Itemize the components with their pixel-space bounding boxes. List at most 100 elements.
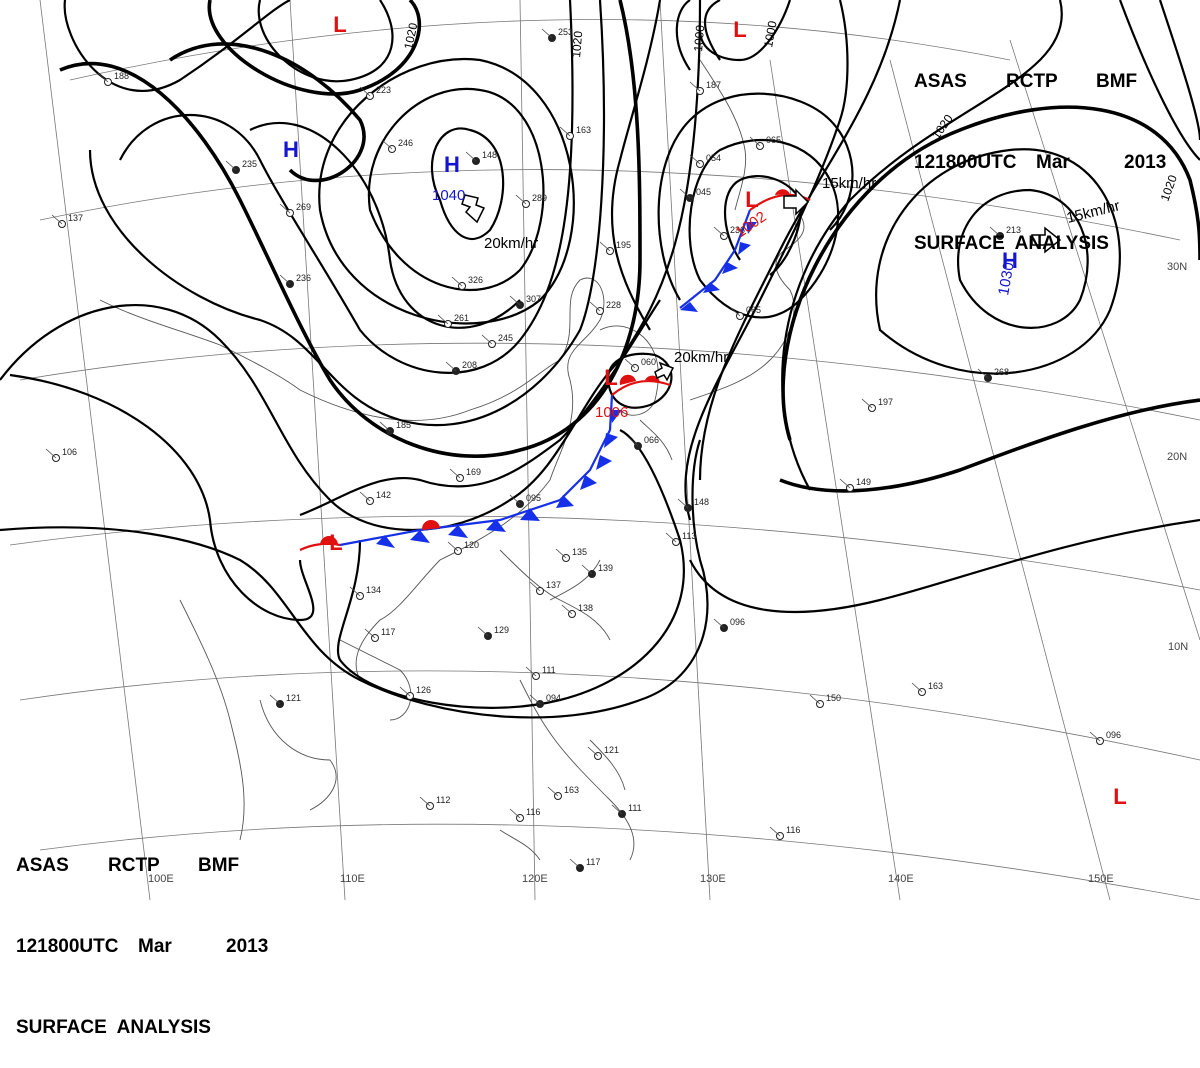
station-plot: 148 bbox=[677, 497, 709, 512]
station-plot: 163 bbox=[911, 681, 943, 696]
station-plot: 228 bbox=[589, 300, 621, 315]
station-plot: 117 bbox=[569, 857, 600, 872]
station-plot: 246 bbox=[381, 138, 413, 153]
station-pressure: 188 bbox=[114, 71, 129, 81]
longitude-label: 110E bbox=[340, 873, 365, 885]
station-plot: 307 bbox=[509, 294, 541, 309]
center-letter: H bbox=[1002, 248, 1018, 273]
isobars bbox=[0, 0, 1200, 719]
station-plot: 129 bbox=[477, 625, 509, 640]
station-pressure: 106 bbox=[62, 447, 77, 457]
station-pressure: 096 bbox=[1106, 730, 1121, 740]
center-letter: L bbox=[745, 187, 758, 212]
station-plot: 208 bbox=[445, 360, 477, 375]
station-plot: 126 bbox=[399, 685, 431, 700]
motion-speed-label: 20km/hr bbox=[674, 349, 728, 366]
station-pressure: 065 bbox=[746, 305, 761, 315]
high-center: H bbox=[283, 137, 299, 162]
station-pressure: 121 bbox=[604, 745, 619, 755]
station-pressure: 111 bbox=[542, 665, 556, 675]
station-pressure: 326 bbox=[468, 275, 483, 285]
station-plot: 149 bbox=[839, 477, 871, 492]
station-pressure: 137 bbox=[68, 213, 83, 223]
header-month: Mar bbox=[1036, 152, 1070, 173]
station-plot: 112 bbox=[419, 795, 450, 810]
station-plot: 120 bbox=[447, 540, 479, 555]
station-plot: 117 bbox=[364, 627, 395, 642]
station-pressure: 065 bbox=[766, 135, 781, 145]
station-plot: 187 bbox=[689, 80, 721, 95]
isobar-label: 1000 bbox=[761, 19, 779, 48]
header-product: ASAS bbox=[914, 71, 967, 92]
station-pressure: 142 bbox=[376, 490, 391, 500]
station-plot: 054 bbox=[689, 153, 721, 168]
station-pressure: 213 bbox=[1006, 225, 1021, 235]
low-center: L bbox=[333, 12, 346, 37]
footer-year: 2013 bbox=[226, 936, 269, 957]
station-plot: 269 bbox=[279, 202, 311, 217]
latitude-label: 20N bbox=[1167, 451, 1187, 463]
station-pressure: 261 bbox=[454, 313, 469, 323]
station-pressure: 113 bbox=[682, 531, 696, 541]
station-pressure: 245 bbox=[498, 333, 513, 343]
center-letter: L bbox=[733, 17, 746, 42]
station-pressure: 117 bbox=[381, 627, 395, 637]
header-title: SURFACE ANALYSIS bbox=[914, 233, 1109, 254]
center-letter: L bbox=[1113, 784, 1126, 809]
footer-product: ASAS bbox=[16, 855, 69, 876]
longitude-label: 130E bbox=[700, 873, 726, 885]
motion-speed-label: 15km/hr bbox=[822, 175, 876, 192]
station-pressure: 094 bbox=[546, 693, 561, 703]
header-code: BMF bbox=[1096, 71, 1138, 92]
station-pressure: 149 bbox=[856, 477, 871, 487]
station-plot: 148 bbox=[465, 150, 497, 165]
station-plot: 096 bbox=[1089, 730, 1121, 745]
station-pressure: 045 bbox=[696, 187, 711, 197]
station-plot: 235 bbox=[225, 159, 257, 174]
station-pressure: 137 bbox=[546, 580, 561, 590]
station-pressure: 236 bbox=[730, 225, 745, 235]
station-plot: 060 bbox=[624, 357, 656, 372]
station-pressure: 096 bbox=[730, 617, 745, 627]
station-plot: 121 bbox=[269, 693, 301, 708]
station-plot: 163 bbox=[547, 785, 579, 800]
longitude-label: 100E bbox=[148, 873, 174, 885]
station-plot: 045 bbox=[679, 187, 711, 202]
header-year: 2013 bbox=[1124, 152, 1167, 173]
station-pressure: 134 bbox=[366, 585, 381, 595]
motion-speed-label: 20km/hr bbox=[484, 235, 538, 252]
fronts bbox=[299, 189, 811, 551]
station-pressure: 228 bbox=[606, 300, 621, 310]
station-plot: 261 bbox=[437, 313, 469, 328]
station-plot: 253 bbox=[541, 27, 573, 42]
center-pressure: 1006 bbox=[595, 404, 628, 421]
isobar-label: 1000 bbox=[691, 24, 707, 52]
station-pressure: 169 bbox=[466, 467, 481, 477]
station-pressure: 307 bbox=[526, 294, 541, 304]
footer-title: SURFACE ANALYSIS bbox=[16, 1017, 211, 1038]
footer-time: 121800UTC bbox=[16, 936, 119, 957]
station-plot: 065 bbox=[729, 305, 761, 320]
station-pressure: 185 bbox=[396, 420, 411, 430]
station-pressure: 289 bbox=[532, 193, 547, 203]
station-pressure: 197 bbox=[878, 397, 893, 407]
station-plot: 236 bbox=[279, 273, 311, 288]
station-pressure: 138 bbox=[578, 603, 593, 613]
footer-month: Mar bbox=[138, 936, 172, 957]
longitude-label: 150E bbox=[1088, 873, 1114, 885]
footer-code: BMF bbox=[198, 855, 240, 876]
low-center: L 1006 bbox=[595, 365, 628, 421]
station-pressure: 208 bbox=[462, 360, 477, 370]
station-pressure: 195 bbox=[616, 240, 631, 250]
station-pressure: 126 bbox=[416, 685, 431, 695]
station-pressure: 253 bbox=[558, 27, 573, 37]
station-plot: 111 bbox=[611, 803, 642, 818]
footer-station: RCTP bbox=[108, 855, 160, 876]
station-plot: 134 bbox=[349, 585, 381, 600]
station-pressure: 112 bbox=[436, 795, 450, 805]
center-letter: L bbox=[333, 12, 346, 37]
station-plot: 094 bbox=[529, 693, 561, 708]
station-plot: 213 bbox=[989, 225, 1021, 240]
station-plot: 169 bbox=[449, 467, 481, 482]
